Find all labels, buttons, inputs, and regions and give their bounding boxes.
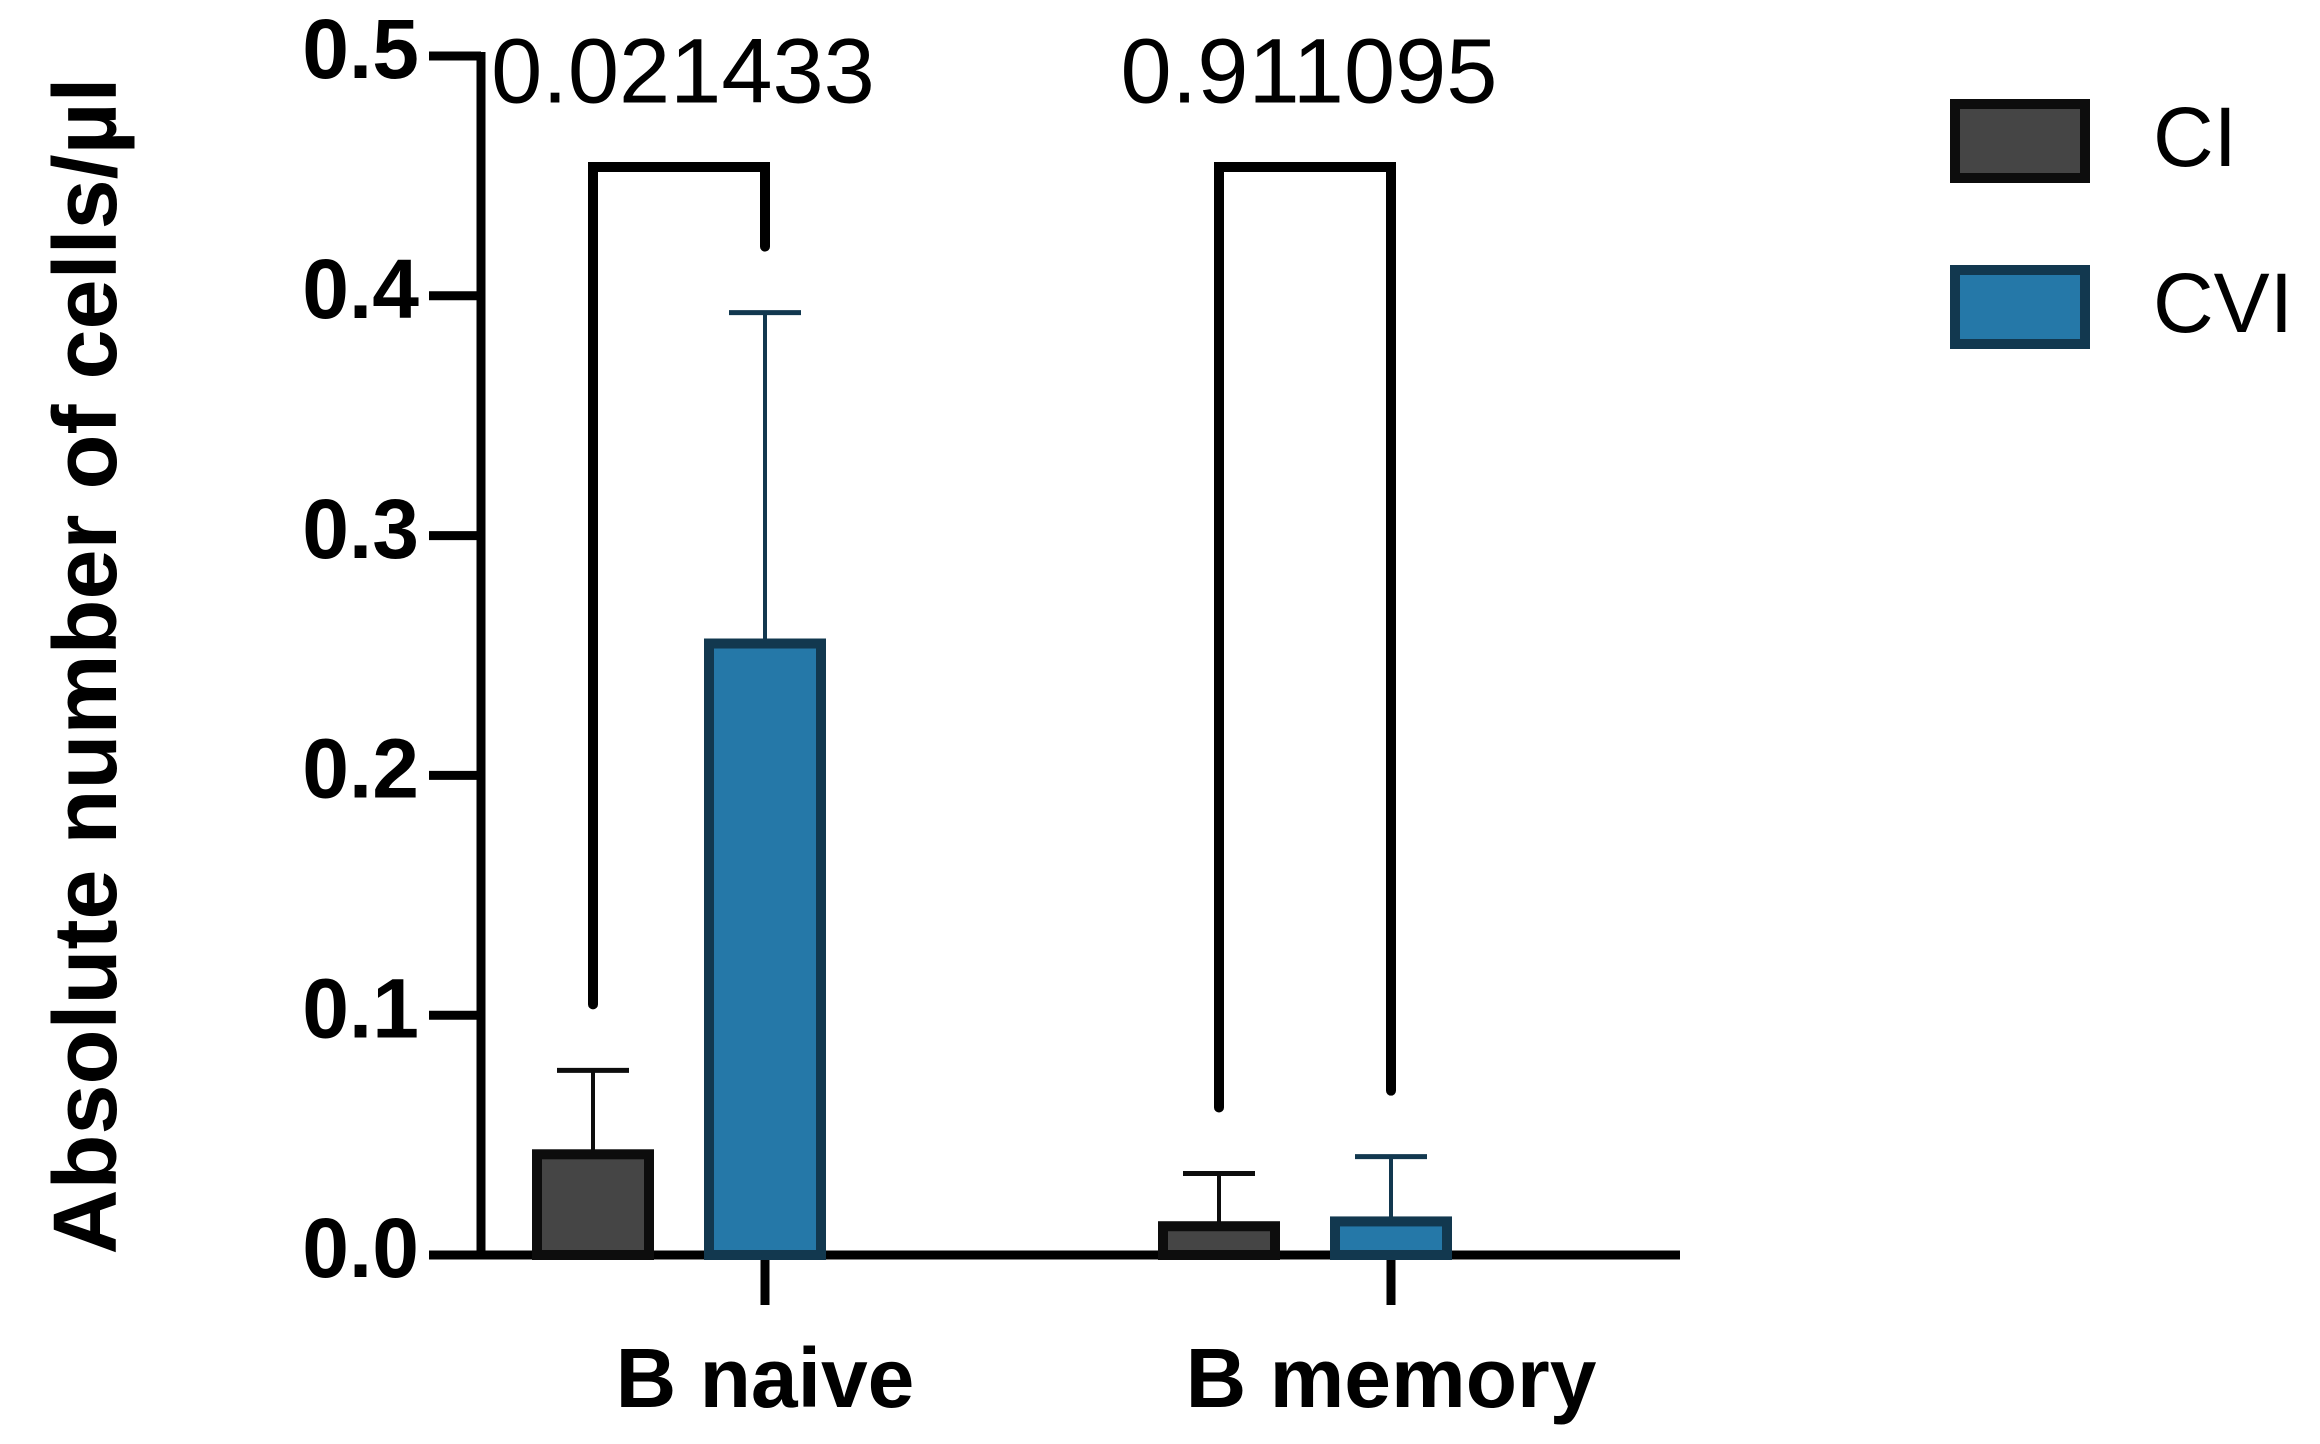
bar <box>1330 1216 1452 1260</box>
y-tick-label: 0.2 <box>302 722 419 816</box>
y-tick-label: 0.5 <box>302 2 419 96</box>
y-tick-label: 0.1 <box>302 961 419 1055</box>
legend-swatch <box>1950 99 2090 183</box>
bar <box>704 638 826 1260</box>
y-axis-title: Absolute number of cells/µl <box>36 77 136 1254</box>
y-tick-label: 0.4 <box>302 242 419 336</box>
p-value-label: 0.911095 <box>1121 20 1498 122</box>
y-tick-label: 0.0 <box>302 1201 419 1295</box>
legend-swatch <box>1950 265 2090 349</box>
significance-bracket <box>1214 162 1396 1113</box>
x-tick-label: B memory <box>1186 1331 1597 1425</box>
legend-label: CI <box>2153 90 2237 184</box>
bar <box>1158 1221 1280 1260</box>
p-value-label: 0.021433 <box>491 20 875 122</box>
x-tick-label: B naive <box>616 1331 915 1425</box>
bar <box>532 1149 654 1261</box>
significance-bracket <box>588 162 770 1010</box>
legend-label: CVI <box>2153 256 2293 350</box>
y-tick-label: 0.3 <box>302 482 419 576</box>
